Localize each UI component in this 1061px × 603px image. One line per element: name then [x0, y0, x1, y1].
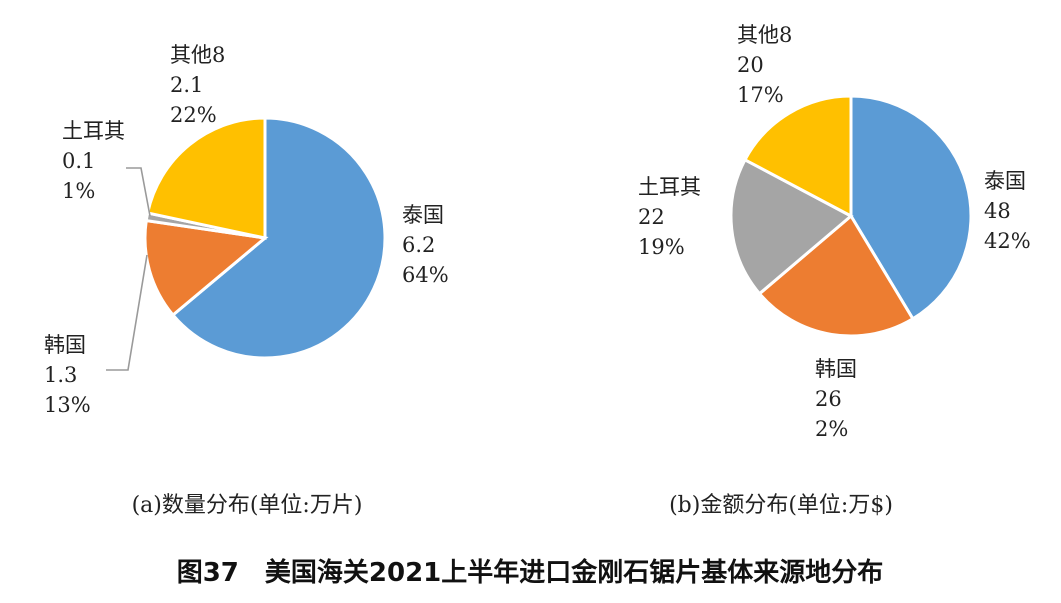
pie-chart-amount: [729, 94, 973, 338]
slice-label-value: 22: [638, 205, 665, 229]
label-group-b-thailand: 泰国 48 42%: [984, 169, 1031, 253]
leader-line-turkey: [126, 167, 151, 217]
label-group-a-other: 其他8 2.1 22%: [170, 43, 225, 127]
slice-label-name: 其他8: [170, 43, 225, 67]
slice-label-value: 48: [984, 199, 1011, 223]
chart-subtitle-a: (a)数量分布(单位:万片): [132, 493, 363, 518]
pie-chart-quantity: [143, 116, 387, 360]
slice-label-name: 土耳其: [62, 119, 125, 143]
slice-label-percent: 42%: [984, 229, 1031, 253]
slice-label-name: 泰国: [402, 203, 444, 227]
label-group-b-other: 其他8 20 17%: [737, 23, 792, 107]
label-group-a-turkey: 土耳其 0.1 1%: [62, 119, 125, 203]
figure-caption: 图37 美国海关2021上半年进口金刚石锯片基体来源地分布: [177, 557, 884, 588]
pie-slice-thailand: [170, 116, 387, 360]
slice-label-percent: 19%: [638, 235, 685, 259]
slice-label-percent: 22%: [170, 103, 217, 127]
slice-label-percent: 64%: [402, 263, 449, 287]
pie-slice-korea: [143, 218, 269, 318]
pie-slice-korea: [757, 213, 915, 338]
slice-label-name: 土耳其: [638, 175, 701, 199]
label-group-b-korea: 韩国 26 2%: [815, 357, 857, 441]
pie-slice-other: [145, 116, 267, 240]
slice-label-value: 2.1: [170, 73, 203, 97]
label-group-a-korea: 韩国 1.3 13%: [44, 333, 91, 417]
slice-label-name: 韩国: [44, 333, 86, 357]
slice-label-value: 20: [737, 53, 764, 77]
label-group-b-turkey: 土耳其 22 19%: [638, 175, 701, 259]
chart-subtitle-b: (b)金额分布(单位:万$): [669, 493, 893, 518]
label-group-a-thailand: 泰国 6.2 64%: [402, 203, 449, 287]
slice-label-name: 泰国: [984, 169, 1026, 193]
slice-label-percent: 13%: [44, 393, 91, 417]
slice-label-name: 其他8: [737, 23, 792, 47]
slice-label-value: 0.1: [62, 149, 95, 173]
slice-label-value: 1.3: [44, 363, 77, 387]
slice-label-percent: 17%: [737, 83, 784, 107]
slice-label-value: 6.2: [402, 233, 435, 257]
slice-label-percent: 1%: [62, 179, 95, 203]
slice-label-percent: 2%: [815, 417, 848, 441]
leader-line-korea: [106, 254, 148, 371]
slice-label-name: 韩国: [815, 357, 857, 381]
pie-slice-other: [742, 94, 853, 219]
pie-slice-turkey: [729, 157, 854, 296]
slice-label-value: 26: [815, 387, 842, 411]
